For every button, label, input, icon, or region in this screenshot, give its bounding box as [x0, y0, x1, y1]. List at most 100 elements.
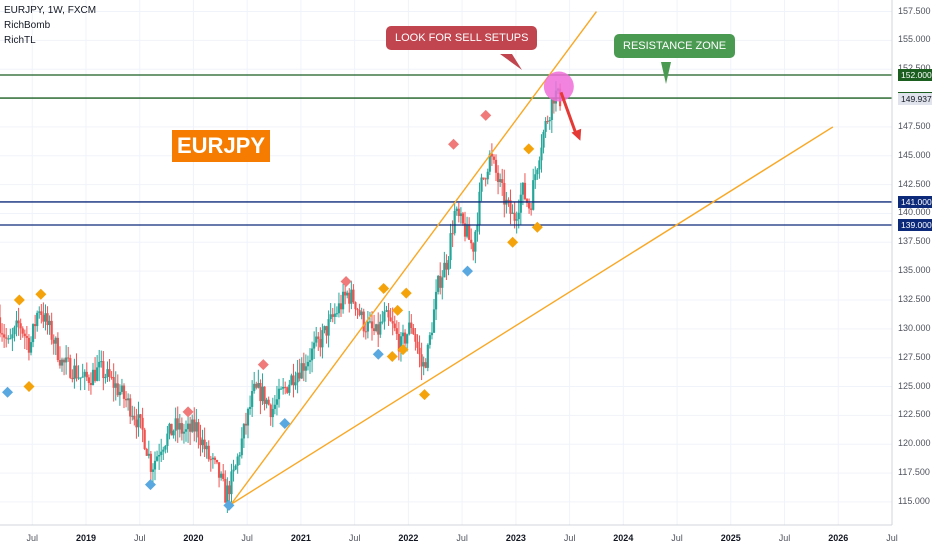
signal-markers — [2, 109, 543, 511]
candle-body — [147, 453, 150, 456]
candle-body — [370, 321, 374, 329]
candle-body — [476, 225, 479, 232]
candle-body — [21, 328, 24, 334]
candle-body — [158, 454, 161, 457]
candle-body — [217, 462, 221, 478]
candle-body — [395, 328, 398, 334]
candle-body — [205, 445, 208, 450]
candle-body — [428, 335, 431, 345]
candle-body — [67, 357, 70, 359]
candle-body — [42, 314, 45, 322]
symbol-title[interactable]: EURJPY, 1W, FXCM — [4, 5, 97, 16]
signal-diamond-orange — [23, 381, 35, 393]
price-tick-label: 120.000 — [898, 438, 931, 449]
time-tick-label: 2021 — [290, 533, 311, 543]
candle-body — [131, 415, 134, 417]
candle-body — [507, 199, 510, 201]
candle-body — [91, 369, 95, 386]
candle-body — [525, 199, 529, 203]
time-tick-label: 2024 — [613, 533, 634, 543]
candle-body — [488, 153, 491, 172]
candle-body — [302, 363, 305, 371]
candle-body — [315, 336, 318, 343]
price-tick-label: 140.000 — [898, 207, 931, 218]
candle-body — [166, 433, 169, 447]
candle-body — [135, 419, 138, 428]
indicator-richtl[interactable]: RichTL — [4, 35, 36, 46]
signal-diamond-red — [257, 359, 269, 371]
candle-body — [31, 324, 35, 343]
candle-body — [253, 383, 256, 392]
candle-body — [193, 419, 196, 432]
candle-body — [304, 366, 307, 371]
candle-body — [122, 385, 126, 399]
signal-diamond-orange — [35, 288, 47, 300]
candle-body — [151, 469, 155, 472]
candle-body — [215, 459, 219, 463]
time-tick-label: Jul — [26, 533, 38, 543]
candle-body — [180, 423, 183, 434]
candle-body — [232, 469, 235, 472]
candle-body — [269, 404, 272, 418]
candle-body — [319, 338, 322, 348]
candle-body — [89, 382, 93, 386]
candle-body — [385, 310, 388, 312]
candle-body — [50, 320, 53, 340]
candle-body — [184, 429, 188, 432]
candle-body — [453, 211, 456, 234]
candle-body — [197, 422, 200, 438]
candle-body — [3, 334, 6, 338]
candle-body — [273, 404, 276, 409]
candle-body — [470, 239, 473, 244]
candle-body — [199, 437, 202, 446]
candle-body — [298, 372, 301, 379]
signal-diamond-red — [448, 138, 460, 150]
time-tick-label: Jul — [241, 533, 253, 543]
candle-body — [416, 341, 419, 348]
candle-body — [145, 448, 148, 456]
signal-diamond-orange — [378, 282, 390, 294]
candle-body — [228, 485, 231, 495]
sell-setups-callout: LOOK FOR SELL SETUPS — [386, 26, 538, 50]
candle-body — [399, 336, 403, 352]
candle-body — [73, 365, 76, 380]
candle-body — [209, 459, 212, 461]
candle-body — [69, 358, 72, 378]
candle-body — [246, 408, 250, 426]
candle-body — [391, 321, 394, 324]
candle-body — [412, 327, 415, 334]
candle-body — [201, 439, 204, 446]
candle-body — [40, 311, 43, 315]
candle-body — [408, 322, 411, 335]
signal-diamond-red — [182, 406, 194, 418]
candle-body — [230, 471, 233, 495]
signal-diamond-blue — [279, 417, 291, 429]
candle-body — [259, 382, 262, 402]
price-tick-label: 147.500 — [898, 120, 931, 131]
candle-body — [445, 262, 448, 270]
time-tick-label: Jul — [886, 533, 898, 543]
candle-body — [546, 121, 549, 123]
candle-body — [118, 391, 121, 396]
signal-diamond-red — [340, 276, 352, 288]
price-tick-label: 157.500 — [898, 5, 931, 16]
candle-body — [306, 361, 310, 367]
candle-body — [168, 423, 171, 434]
indicator-richbomb[interactable]: RichBomb — [4, 20, 51, 31]
signal-diamond-orange — [392, 304, 404, 316]
candle-body — [449, 233, 452, 261]
candle-body — [170, 423, 173, 436]
candle-body — [261, 386, 264, 402]
candle-body — [236, 456, 239, 466]
price-tick-label: 145.000 — [898, 149, 931, 160]
candle-body — [226, 485, 229, 503]
candle-body — [36, 312, 39, 327]
candle-body — [534, 174, 537, 181]
candle-body — [149, 453, 152, 472]
candle-body — [271, 408, 274, 418]
candle-body — [496, 172, 500, 183]
time-tick-label: Jul — [348, 533, 361, 543]
time-tick-label: Jul — [456, 533, 468, 543]
candle-body — [480, 177, 483, 192]
